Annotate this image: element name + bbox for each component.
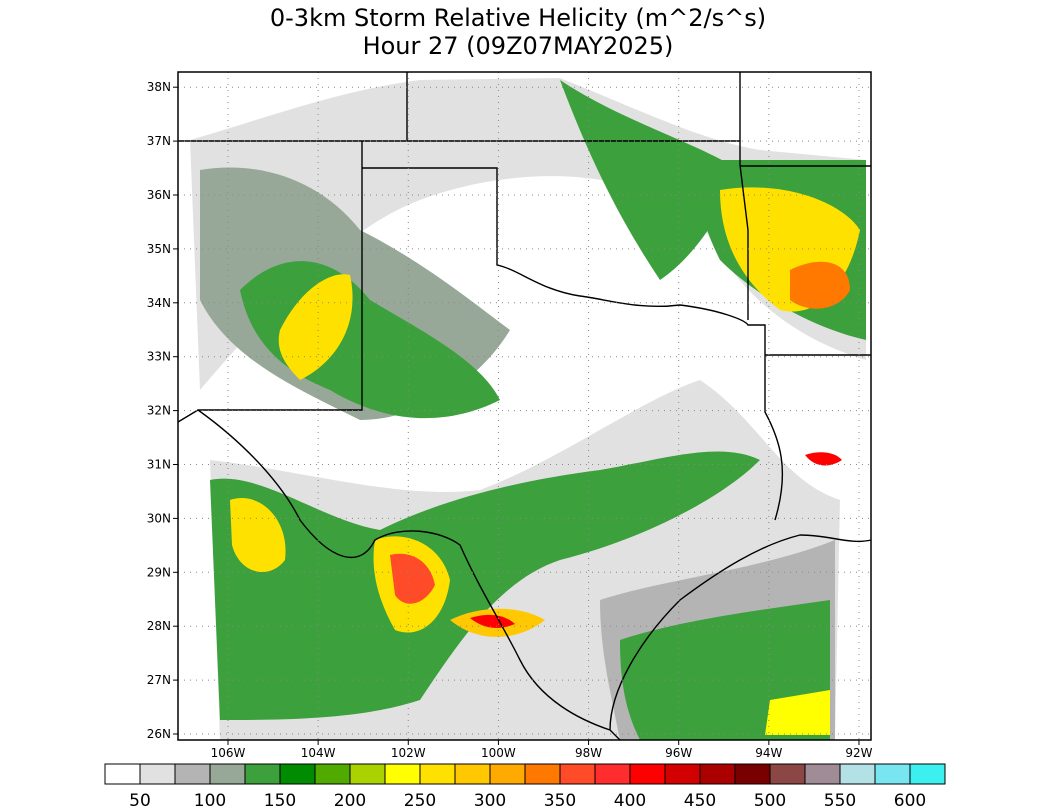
color-swatch bbox=[489, 763, 526, 785]
color-swatch bbox=[559, 763, 596, 785]
color-swatch bbox=[629, 763, 666, 785]
lat-label: 37N bbox=[147, 134, 171, 148]
boundaries bbox=[177, 72, 872, 741]
lon-label: 94W bbox=[755, 746, 782, 760]
color-swatch bbox=[279, 763, 316, 785]
color-swatch bbox=[909, 763, 946, 785]
color-swatch bbox=[314, 763, 351, 785]
color-swatch bbox=[664, 763, 701, 785]
lat-label: 30N bbox=[147, 511, 171, 525]
colorbar-label: 350 bbox=[544, 791, 576, 811]
field bbox=[190, 75, 868, 740]
color-swatch bbox=[804, 763, 841, 785]
color-swatch bbox=[699, 763, 736, 785]
colorbar-label: 250 bbox=[404, 791, 436, 811]
color-swatch bbox=[769, 763, 806, 785]
color-swatch bbox=[209, 763, 246, 785]
lat-label: 26N bbox=[147, 727, 171, 741]
lat-label: 31N bbox=[147, 458, 171, 472]
colorbar: 50 100 150 200 250 300 350 400 450 500 550 600 bbox=[104, 763, 946, 811]
lon-label: 98W bbox=[575, 746, 602, 760]
color-swatch bbox=[419, 763, 456, 785]
subtitle: Hour 27 (09Z07MAY2025) bbox=[363, 32, 674, 60]
title: 0-3km Storm Relative Helicity (m^2/s^s) bbox=[270, 4, 766, 32]
lat-label: 34N bbox=[147, 296, 171, 310]
colorbar-label: 100 bbox=[194, 791, 226, 811]
axes: 26N 27N 28N 29N 30N 31N 32N 33N 34N 35N 36N 37N 38N 1… bbox=[147, 72, 873, 760]
colorbar-label: 600 bbox=[894, 791, 926, 811]
lon-label: 104W bbox=[301, 746, 336, 760]
color-swatch bbox=[139, 763, 176, 785]
lon-label: 102W bbox=[391, 746, 426, 760]
lat-label: 29N bbox=[147, 565, 171, 579]
lat-label: 36N bbox=[147, 188, 171, 202]
color-swatch bbox=[524, 763, 561, 785]
color-swatch bbox=[174, 763, 211, 785]
colorbar-label: 400 bbox=[614, 791, 646, 811]
lon-label: 100W bbox=[481, 746, 516, 760]
lon-label: 92W bbox=[845, 746, 872, 760]
lat-label: 35N bbox=[147, 242, 171, 256]
colorbar-label: 450 bbox=[684, 791, 716, 811]
color-swatch bbox=[384, 763, 421, 785]
colorbar-label: 500 bbox=[754, 791, 786, 811]
color-swatch bbox=[244, 763, 281, 785]
lon-label: 96W bbox=[665, 746, 692, 760]
color-swatch bbox=[594, 763, 631, 785]
color-swatch bbox=[874, 763, 911, 785]
lat-label: 28N bbox=[147, 619, 171, 633]
lat-label: 27N bbox=[147, 673, 171, 687]
colorbar-label: 300 bbox=[474, 791, 506, 811]
colorbar-label: 200 bbox=[334, 791, 366, 811]
colorbar-label: 50 bbox=[129, 791, 151, 811]
color-swatch bbox=[349, 763, 386, 785]
color-swatch bbox=[734, 763, 771, 785]
lat-label: 38N bbox=[147, 80, 171, 94]
colorbar-label: 550 bbox=[824, 791, 856, 811]
lat-label: 33N bbox=[147, 350, 171, 364]
color-swatch bbox=[839, 763, 876, 785]
lon-label: 106W bbox=[211, 746, 246, 760]
plot-frame bbox=[177, 71, 872, 741]
colorbar-label: 150 bbox=[264, 791, 296, 811]
color-swatch bbox=[104, 763, 141, 785]
lat-label: 32N bbox=[147, 404, 171, 418]
color-swatch bbox=[454, 763, 491, 785]
